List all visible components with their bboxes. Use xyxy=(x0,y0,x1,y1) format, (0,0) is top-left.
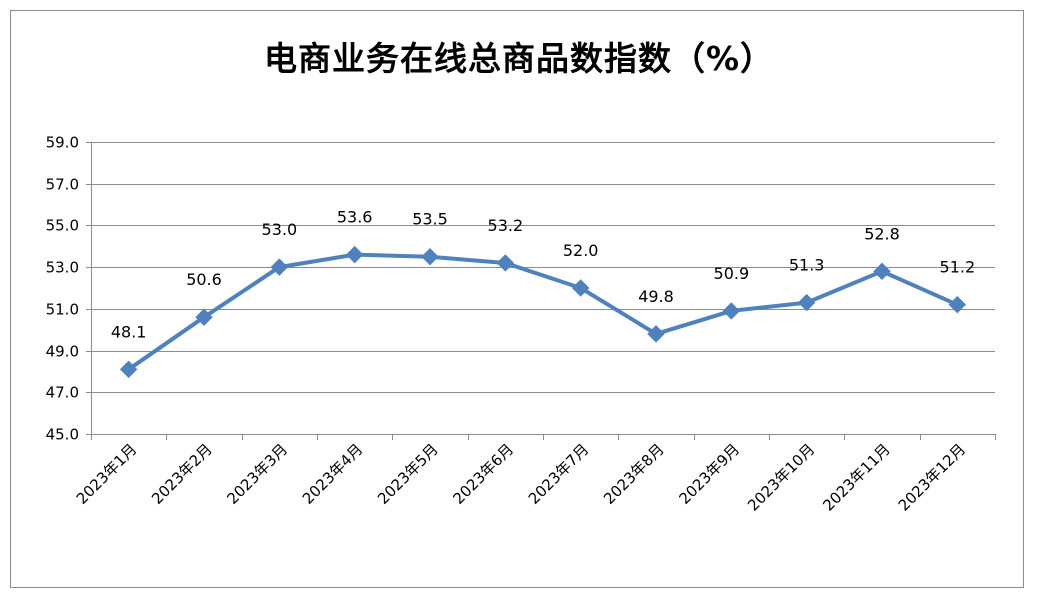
y-tick-label: 51.0 xyxy=(46,301,79,319)
data-point-marker xyxy=(722,302,741,320)
data-label: 53.5 xyxy=(412,210,448,229)
data-label: 53.0 xyxy=(262,220,298,239)
x-tick-label: 2023年2月 xyxy=(148,440,216,508)
data-point-marker xyxy=(496,254,515,272)
data-point-marker xyxy=(647,325,665,343)
data-point-marker xyxy=(873,262,891,281)
y-tick-label: 45.0 xyxy=(46,426,79,444)
data-point-marker xyxy=(421,248,439,266)
x-tick-label: 2023年11月 xyxy=(819,440,893,514)
x-tick-label: 2023年5月 xyxy=(374,440,442,508)
y-tick-label: 55.0 xyxy=(46,217,79,235)
data-label: 51.3 xyxy=(789,256,825,275)
y-tick-labels: 45.0 47.0 49.0 51.0 53.0 55.0 57.0 59.0 xyxy=(46,134,79,444)
chart-frame xyxy=(10,10,1024,588)
data-label: 50.6 xyxy=(186,270,222,289)
data-point-marker xyxy=(270,258,289,276)
series-line xyxy=(126,252,960,372)
data-label: 52.0 xyxy=(563,241,599,260)
y-tick-label: 59.0 xyxy=(46,134,79,152)
data-point-marker xyxy=(345,245,364,264)
series-layer xyxy=(126,252,960,372)
x-tick-label: 2023年12月 xyxy=(895,440,969,514)
x-tick-label: 2023年4月 xyxy=(299,440,367,508)
data-point-marker xyxy=(571,279,590,297)
data-label: 51.2 xyxy=(940,258,976,277)
y-tick-label: 49.0 xyxy=(46,343,79,361)
data-label: 48.1 xyxy=(111,322,147,341)
data-point-marker xyxy=(195,308,213,326)
y-tick-label: 57.0 xyxy=(46,176,79,194)
data-labels: 48.1 50.6 53.0 53.6 53.5 53.2 52.0 49.8 50.9 51.3… xyxy=(111,208,975,342)
data-label: 53.6 xyxy=(337,208,373,227)
data-point-marker xyxy=(119,360,138,379)
x-tick-label: 2023年8月 xyxy=(600,440,668,508)
x-tick-label: 2023年10月 xyxy=(744,440,818,514)
axes xyxy=(86,142,996,440)
data-label: 53.2 xyxy=(488,216,524,235)
chart-title: 电商业务在线总商品数指数（%） xyxy=(263,39,775,78)
x-tick-label: 2023年3月 xyxy=(223,440,291,508)
data-point-marker xyxy=(797,293,816,312)
data-point-marker xyxy=(948,295,967,314)
x-tick-label: 2023年7月 xyxy=(525,440,593,508)
y-tick-label: 53.0 xyxy=(46,259,79,277)
x-tick-label: 2023年9月 xyxy=(675,440,743,508)
x-tick-label: 2023年1月 xyxy=(73,440,141,508)
markers xyxy=(119,245,967,379)
data-label: 49.8 xyxy=(638,287,674,306)
gridlines xyxy=(91,142,995,393)
y-tick-label: 47.0 xyxy=(46,384,79,402)
data-label: 50.9 xyxy=(714,264,750,283)
x-tick-labels: 2023年1月 2023年2月 2023年3月 2023年4月 2023年5月 2023年… xyxy=(73,440,969,514)
data-label: 52.8 xyxy=(864,224,900,243)
x-tick-label: 2023年6月 xyxy=(449,440,517,508)
